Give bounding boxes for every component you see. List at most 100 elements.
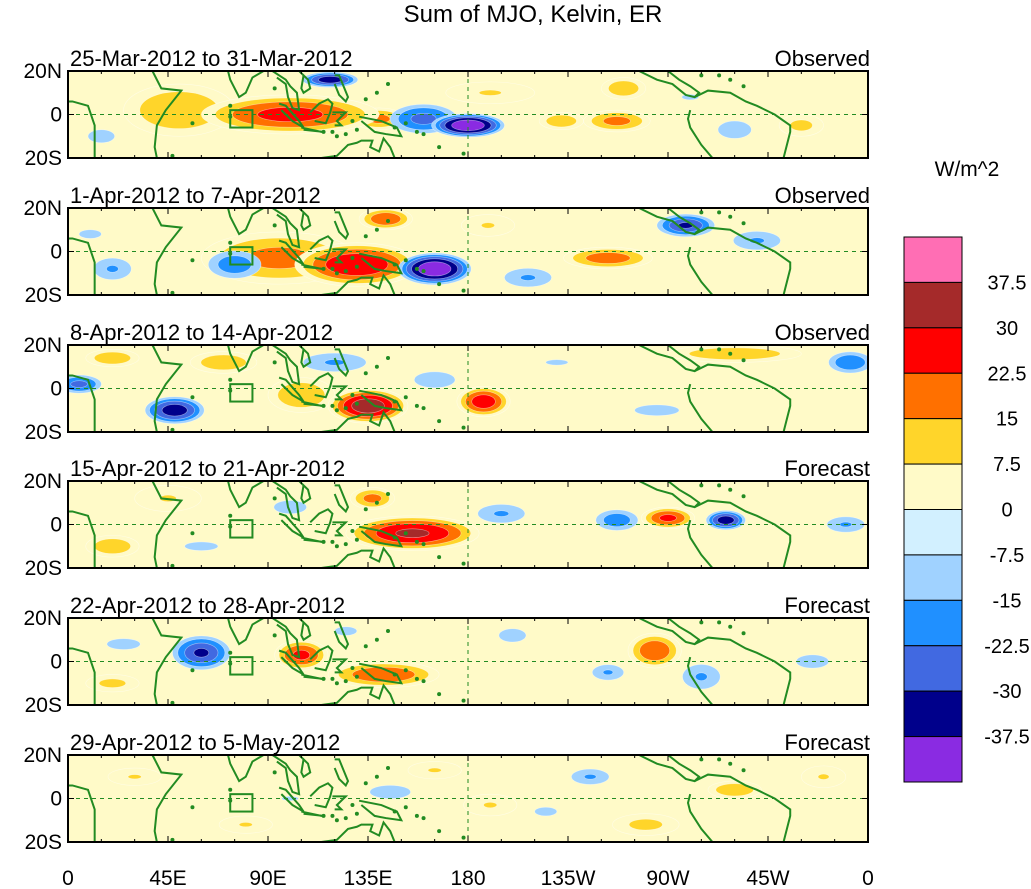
panel-status-label: Forecast (784, 730, 870, 755)
coastline (271, 618, 301, 659)
island (190, 395, 195, 400)
anomaly-contour (585, 252, 631, 264)
panel-period-label: 29-Apr-2012 to 5-May-2012 (70, 730, 340, 755)
island (392, 262, 397, 267)
coastline (321, 683, 396, 705)
island (414, 539, 419, 544)
colorbar-tick-label: 7.5 (993, 454, 1021, 476)
anomaly-contour (395, 528, 430, 538)
anomaly-contour (193, 648, 210, 658)
island (330, 676, 335, 681)
anomaly-contour (257, 107, 324, 122)
island (403, 531, 408, 536)
anomaly-contour (370, 212, 402, 226)
island (386, 629, 390, 634)
coastline (333, 211, 350, 241)
lat-tick-label: 20S (25, 831, 62, 854)
colorbar-tick-label: -15 (993, 590, 1022, 612)
island (728, 351, 733, 356)
panel-status-label: Observed (775, 320, 870, 345)
island (461, 288, 466, 293)
coastline (219, 208, 265, 236)
island (374, 90, 379, 95)
coastline (686, 773, 792, 842)
island (386, 356, 390, 361)
map-panel: 20N 0 20S 15-Apr-2012 to 21-Apr-2012 Forecas… (23, 456, 870, 580)
island (354, 674, 359, 679)
island (272, 86, 277, 91)
anomaly-contour (481, 222, 495, 229)
island (228, 513, 233, 518)
island (414, 813, 419, 818)
island (421, 269, 426, 274)
lat-tick-label: 20N (23, 607, 62, 630)
anomaly-contour (717, 515, 735, 525)
island (374, 637, 379, 642)
anomaly-contour (520, 274, 536, 281)
anomaly-contour (695, 672, 708, 681)
coastline (271, 208, 301, 249)
coastline (332, 795, 349, 811)
reference-box (229, 246, 254, 266)
coastlines (68, 481, 792, 568)
island (741, 768, 746, 773)
map-panel: 20N 0 20S 1-Apr-2012 to 7-Apr-2012 Observed (23, 183, 870, 307)
coastline (358, 389, 404, 412)
map-panel: 20N 0 20S 29-Apr-2012 to 5-May-2012 Forecast (23, 730, 870, 854)
reference-box (229, 793, 254, 813)
island (374, 364, 379, 369)
coastline (271, 755, 301, 796)
island (741, 221, 746, 226)
island (699, 73, 704, 78)
island (343, 542, 348, 547)
coastline (321, 546, 396, 568)
anomaly-contour (817, 773, 830, 780)
coastline (358, 525, 404, 548)
anomaly-contour (483, 802, 498, 809)
island (421, 542, 426, 547)
island (190, 258, 195, 263)
colorbar-tick-label: 37.5 (988, 272, 1027, 294)
coastline (686, 499, 792, 568)
island (343, 269, 348, 274)
island (461, 425, 466, 430)
anomaly-contour (493, 510, 510, 517)
island (414, 676, 419, 681)
island (170, 427, 175, 432)
coastline (309, 372, 334, 399)
anomaly-contour (545, 114, 577, 128)
coastlines (68, 618, 792, 705)
island (343, 406, 348, 411)
coastline (358, 115, 404, 138)
anomaly-contour (834, 354, 866, 371)
coastline (358, 252, 404, 275)
island (386, 219, 390, 224)
lat-tick-label: 20S (25, 421, 62, 444)
anomaly-contour (603, 513, 631, 527)
island (330, 403, 335, 408)
island (321, 813, 326, 818)
island (363, 97, 368, 102)
anomaly-contour (106, 638, 141, 650)
anomaly-contour (545, 359, 569, 366)
island (699, 620, 704, 625)
map-panel: 20N 0 20S 8-Apr-2012 to 14-Apr-2012 Observed (23, 320, 870, 444)
anomaly-contour (127, 774, 142, 780)
island (437, 419, 442, 424)
panel-period-label: 15-Apr-2012 to 21-Apr-2012 (70, 456, 345, 481)
anomaly-contour (717, 120, 752, 139)
island (403, 258, 408, 263)
reference-box (229, 656, 254, 676)
island (170, 153, 175, 158)
colorbar-swatch (903, 645, 963, 692)
anomaly-field (107, 761, 847, 836)
island (374, 774, 379, 779)
colorbar-swatch (903, 599, 963, 647)
lon-tick-label: 45E (149, 867, 186, 889)
colorbar-swatch (903, 372, 963, 420)
island (699, 757, 704, 762)
coastline (68, 618, 184, 705)
colorbar-swatch (903, 281, 963, 329)
panel-status-label: Forecast (784, 456, 870, 481)
coastline (219, 71, 265, 99)
